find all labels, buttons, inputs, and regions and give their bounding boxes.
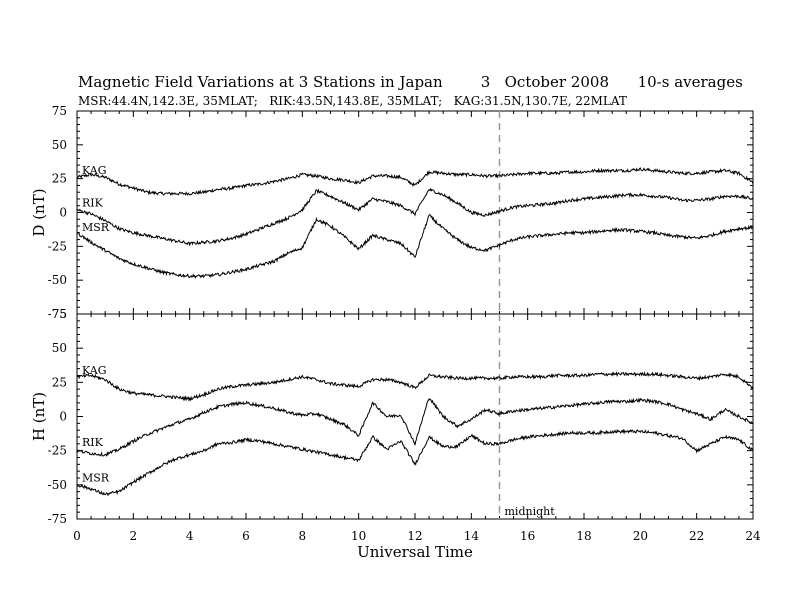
x-tick-label: 20: [633, 529, 648, 543]
series-line-kag: [76, 371, 754, 402]
y-tick-label: -50: [48, 273, 67, 287]
y-tick-label: -50: [48, 478, 67, 492]
x-axis-label: Universal Time: [357, 543, 473, 561]
series-label-kag: KAG: [82, 164, 107, 177]
series-label-kag: KAG: [82, 364, 107, 377]
y-tick-label: 75: [52, 307, 67, 321]
x-tick-label: 6: [242, 529, 250, 543]
y-axis-label: H (nT): [30, 392, 48, 441]
y-tick-label: -75: [48, 307, 67, 321]
y-tick-label: 50: [52, 138, 67, 152]
chart-title: Magnetic Field Variations at 3 Stations …: [78, 73, 743, 91]
x-tick-label: 18: [576, 529, 591, 543]
x-tick-label: 10: [351, 529, 366, 543]
y-tick-label: 75: [52, 104, 67, 118]
y-tick-label: -75: [48, 512, 67, 526]
x-tick-label: 14: [464, 529, 480, 543]
series-line-msr: [76, 428, 753, 497]
series-line-rik: [76, 187, 754, 247]
x-tick-label: 4: [186, 529, 194, 543]
series-label-rik: RIK: [82, 196, 104, 209]
x-tick-label: 12: [407, 529, 422, 543]
series-label-msr: MSR: [82, 472, 110, 485]
y-tick-label: -25: [48, 239, 67, 253]
y-tick-label: 25: [52, 375, 67, 389]
y-tick-label: 0: [59, 206, 67, 220]
panel-frame: [76, 313, 754, 520]
y-tick-label: 50: [52, 341, 67, 355]
x-tick-label: 16: [520, 529, 535, 543]
series-label-rik: RIK: [82, 436, 104, 449]
series-label-msr: MSR: [82, 221, 110, 234]
x-tick-label: 0: [73, 529, 81, 543]
x-tick-label: 2: [130, 529, 138, 543]
panel-h: 75 50 25 0 -25 -50 -75 H (nT) KAG RIK MSR: [30, 307, 754, 526]
x-tick-label: 8: [299, 529, 307, 543]
series-line-rik: [76, 397, 754, 457]
series-line-msr: [76, 213, 754, 279]
series-line-kag: [76, 167, 754, 197]
x-tick-label: 24: [745, 529, 761, 543]
panel-d: 75 50 25 0 -25 -50 -75 D (nT) KAG RIK MSR: [30, 104, 754, 321]
x-tick-label: 22: [689, 529, 704, 543]
y-tick-label: -25: [48, 444, 67, 458]
y-tick-label: 25: [52, 172, 67, 186]
midnight-label: midnight: [505, 505, 556, 518]
chart-subtitle: MSR:44.4N,142.3E, 35MLAT; RIK:43.5N,143.…: [78, 94, 627, 108]
y-tick-label: 0: [59, 410, 67, 424]
panel-frame: [76, 110, 754, 315]
y-axis-label: D (nT): [30, 188, 48, 236]
